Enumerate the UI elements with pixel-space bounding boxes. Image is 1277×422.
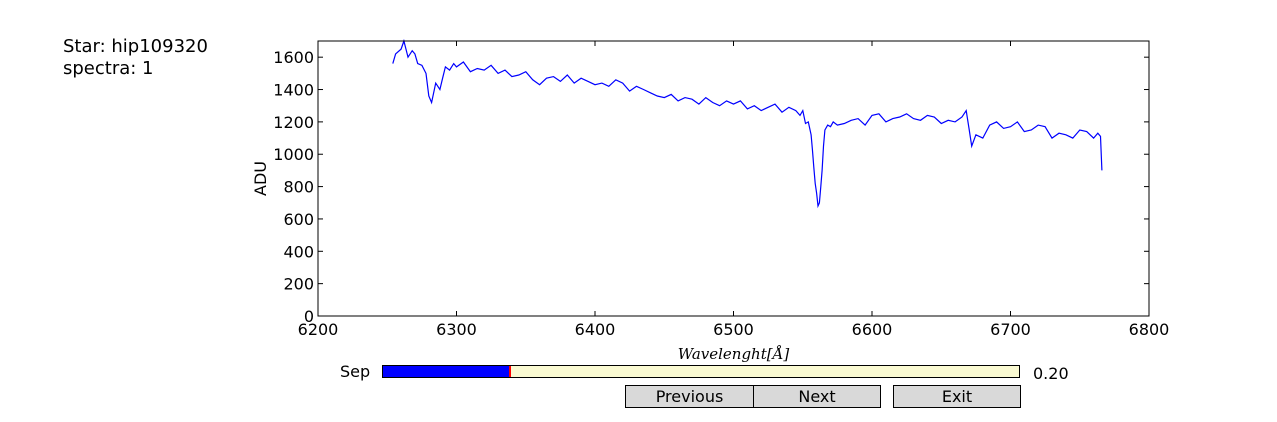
sep-slider-fill — [383, 366, 511, 377]
sep-slider[interactable] — [382, 365, 1020, 378]
y-tick-label: 0 — [304, 307, 314, 326]
spectrum-plot: 6200 6300 6400 6500 6600 6700 6800 0 200 400 600 80… — [251, 38, 1170, 363]
x-tick-label: 6600 — [852, 320, 893, 339]
sep-slider-value: 0.20 — [1033, 364, 1069, 383]
exit-button[interactable]: Exit — [893, 385, 1021, 408]
star-info: Star: hip109320 spectra: 1 — [63, 36, 208, 80]
x-tick-label: 6400 — [575, 320, 616, 339]
plot-frame — [317, 40, 1150, 317]
y-tick-label: 400 — [283, 242, 314, 261]
x-tick-label: 6700 — [990, 320, 1031, 339]
previous-button[interactable]: Previous — [625, 385, 754, 408]
y-tick-label: 1600 — [273, 48, 314, 67]
y-tick-label: 1000 — [273, 145, 314, 164]
x-axis-label: Wavelenght[Å] — [678, 345, 790, 363]
sep-slider-handle[interactable] — [509, 366, 512, 377]
x-tick-label: 6500 — [713, 320, 754, 339]
spectra-count: spectra: 1 — [63, 58, 154, 79]
series-line-spectrum — [392, 38, 1103, 209]
star-name: Star: hip109320 — [63, 36, 208, 57]
x-tick-label: 6200 — [298, 320, 339, 339]
x-tick-label: 6300 — [436, 320, 477, 339]
y-tick-label: 600 — [283, 210, 314, 229]
sep-slider-label: Sep — [340, 362, 371, 381]
y-axis-label: ADU — [251, 161, 270, 196]
y-tick-label: 200 — [283, 275, 314, 294]
next-button[interactable]: Next — [753, 385, 881, 408]
x-tick-label: 6800 — [1129, 320, 1170, 339]
y-tick-label: 1400 — [273, 81, 314, 100]
y-tick-label: 800 — [283, 178, 314, 197]
y-tick-label: 1200 — [273, 113, 314, 132]
